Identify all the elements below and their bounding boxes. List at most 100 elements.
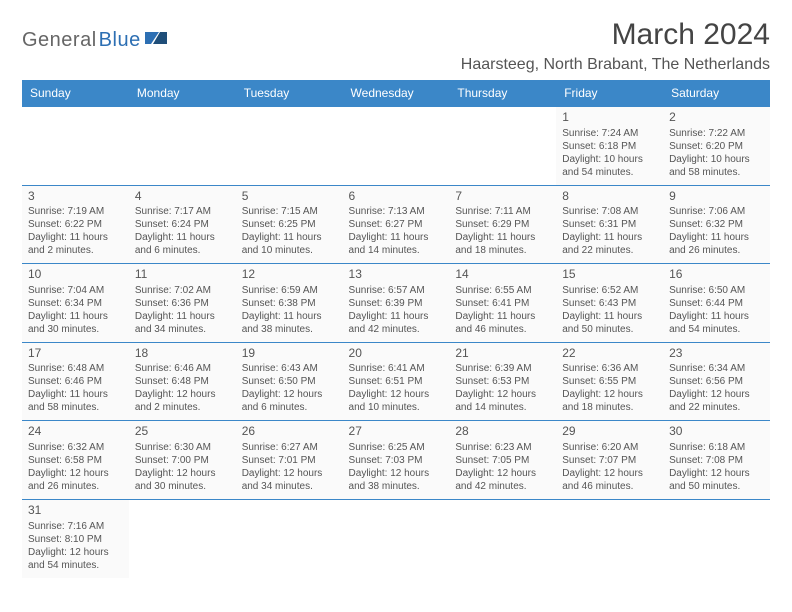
day-number: 1	[562, 110, 657, 126]
calendar-empty-cell	[236, 499, 343, 577]
day-info: Sunrise: 6:48 AMSunset: 6:46 PMDaylight:…	[28, 362, 123, 414]
weekday-header: Monday	[129, 80, 236, 107]
calendar-day-cell: 5Sunrise: 7:15 AMSunset: 6:25 PMDaylight…	[236, 185, 343, 264]
day-info: Sunrise: 6:18 AMSunset: 7:08 PMDaylight:…	[669, 441, 764, 493]
day-number: 8	[562, 189, 657, 205]
month-title: March 2024	[612, 18, 770, 52]
calendar-day-cell: 27Sunrise: 6:25 AMSunset: 7:03 PMDayligh…	[343, 421, 450, 500]
day-info: Sunrise: 6:34 AMSunset: 6:56 PMDaylight:…	[669, 362, 764, 414]
day-number: 31	[28, 503, 123, 519]
day-info: Sunrise: 6:32 AMSunset: 6:58 PMDaylight:…	[28, 441, 123, 493]
day-info: Sunrise: 6:27 AMSunset: 7:01 PMDaylight:…	[242, 441, 337, 493]
calendar-day-cell: 30Sunrise: 6:18 AMSunset: 7:08 PMDayligh…	[663, 421, 770, 500]
calendar-day-cell: 9Sunrise: 7:06 AMSunset: 6:32 PMDaylight…	[663, 185, 770, 264]
day-number: 30	[669, 424, 764, 440]
day-number: 10	[28, 267, 123, 283]
day-info: Sunrise: 6:25 AMSunset: 7:03 PMDaylight:…	[349, 441, 444, 493]
calendar-empty-cell	[129, 107, 236, 186]
calendar-day-cell: 12Sunrise: 6:59 AMSunset: 6:38 PMDayligh…	[236, 264, 343, 343]
day-number: 27	[349, 424, 444, 440]
weekday-header: Saturday	[663, 80, 770, 107]
calendar-week-row: 17Sunrise: 6:48 AMSunset: 6:46 PMDayligh…	[22, 342, 770, 421]
calendar-day-cell: 31Sunrise: 7:16 AMSunset: 8:10 PMDayligh…	[22, 499, 129, 577]
calendar-day-cell: 4Sunrise: 7:17 AMSunset: 6:24 PMDaylight…	[129, 185, 236, 264]
day-info: Sunrise: 6:57 AMSunset: 6:39 PMDaylight:…	[349, 284, 444, 336]
logo-text-general: General	[22, 29, 97, 52]
calendar-empty-cell	[236, 107, 343, 186]
day-info: Sunrise: 6:50 AMSunset: 6:44 PMDaylight:…	[669, 284, 764, 336]
calendar-empty-cell	[449, 499, 556, 577]
calendar-week-row: 24Sunrise: 6:32 AMSunset: 6:58 PMDayligh…	[22, 421, 770, 500]
day-number: 14	[455, 267, 550, 283]
calendar-day-cell: 29Sunrise: 6:20 AMSunset: 7:07 PMDayligh…	[556, 421, 663, 500]
calendar-day-cell: 15Sunrise: 6:52 AMSunset: 6:43 PMDayligh…	[556, 264, 663, 343]
day-info: Sunrise: 7:22 AMSunset: 6:20 PMDaylight:…	[669, 127, 764, 179]
day-info: Sunrise: 7:15 AMSunset: 6:25 PMDaylight:…	[242, 205, 337, 257]
calendar-day-cell: 19Sunrise: 6:43 AMSunset: 6:50 PMDayligh…	[236, 342, 343, 421]
logo-text-blue: Blue	[99, 29, 141, 52]
calendar-empty-cell	[22, 107, 129, 186]
calendar-day-cell: 3Sunrise: 7:19 AMSunset: 6:22 PMDaylight…	[22, 185, 129, 264]
day-number: 13	[349, 267, 444, 283]
calendar-day-cell: 10Sunrise: 7:04 AMSunset: 6:34 PMDayligh…	[22, 264, 129, 343]
day-info: Sunrise: 6:39 AMSunset: 6:53 PMDaylight:…	[455, 362, 550, 414]
calendar-week-row: 31Sunrise: 7:16 AMSunset: 8:10 PMDayligh…	[22, 499, 770, 577]
day-number: 5	[242, 189, 337, 205]
day-number: 9	[669, 189, 764, 205]
day-info: Sunrise: 7:24 AMSunset: 6:18 PMDaylight:…	[562, 127, 657, 179]
day-info: Sunrise: 6:23 AMSunset: 7:05 PMDaylight:…	[455, 441, 550, 493]
day-number: 18	[135, 346, 230, 362]
calendar-day-cell: 20Sunrise: 6:41 AMSunset: 6:51 PMDayligh…	[343, 342, 450, 421]
day-info: Sunrise: 6:52 AMSunset: 6:43 PMDaylight:…	[562, 284, 657, 336]
weekday-header: Thursday	[449, 80, 556, 107]
day-number: 6	[349, 189, 444, 205]
calendar-day-cell: 18Sunrise: 6:46 AMSunset: 6:48 PMDayligh…	[129, 342, 236, 421]
calendar-empty-cell	[343, 499, 450, 577]
calendar-empty-cell	[663, 499, 770, 577]
calendar-day-cell: 25Sunrise: 6:30 AMSunset: 7:00 PMDayligh…	[129, 421, 236, 500]
day-info: Sunrise: 7:16 AMSunset: 8:10 PMDaylight:…	[28, 520, 123, 572]
day-number: 24	[28, 424, 123, 440]
day-info: Sunrise: 6:59 AMSunset: 6:38 PMDaylight:…	[242, 284, 337, 336]
calendar-day-cell: 13Sunrise: 6:57 AMSunset: 6:39 PMDayligh…	[343, 264, 450, 343]
day-number: 4	[135, 189, 230, 205]
day-info: Sunrise: 6:55 AMSunset: 6:41 PMDaylight:…	[455, 284, 550, 336]
calendar-empty-cell	[556, 499, 663, 577]
calendar-body: 1Sunrise: 7:24 AMSunset: 6:18 PMDaylight…	[22, 107, 770, 578]
day-number: 16	[669, 267, 764, 283]
day-info: Sunrise: 7:02 AMSunset: 6:36 PMDaylight:…	[135, 284, 230, 336]
calendar-day-cell: 1Sunrise: 7:24 AMSunset: 6:18 PMDaylight…	[556, 107, 663, 186]
day-number: 11	[135, 267, 230, 283]
calendar-day-cell: 6Sunrise: 7:13 AMSunset: 6:27 PMDaylight…	[343, 185, 450, 264]
calendar-day-cell: 2Sunrise: 7:22 AMSunset: 6:20 PMDaylight…	[663, 107, 770, 186]
weekday-header: Tuesday	[236, 80, 343, 107]
weekday-header: Friday	[556, 80, 663, 107]
calendar-day-cell: 7Sunrise: 7:11 AMSunset: 6:29 PMDaylight…	[449, 185, 556, 264]
day-info: Sunrise: 7:04 AMSunset: 6:34 PMDaylight:…	[28, 284, 123, 336]
logo: GeneralBlue	[22, 29, 167, 52]
header: GeneralBlue March 2024	[22, 18, 770, 52]
day-info: Sunrise: 6:20 AMSunset: 7:07 PMDaylight:…	[562, 441, 657, 493]
calendar-day-cell: 24Sunrise: 6:32 AMSunset: 6:58 PMDayligh…	[22, 421, 129, 500]
calendar-table: SundayMondayTuesdayWednesdayThursdayFrid…	[22, 80, 770, 578]
day-info: Sunrise: 6:41 AMSunset: 6:51 PMDaylight:…	[349, 362, 444, 414]
day-number: 28	[455, 424, 550, 440]
day-number: 2	[669, 110, 764, 126]
day-info: Sunrise: 6:30 AMSunset: 7:00 PMDaylight:…	[135, 441, 230, 493]
calendar-day-cell: 22Sunrise: 6:36 AMSunset: 6:55 PMDayligh…	[556, 342, 663, 421]
calendar-day-cell: 16Sunrise: 6:50 AMSunset: 6:44 PMDayligh…	[663, 264, 770, 343]
day-number: 7	[455, 189, 550, 205]
day-number: 15	[562, 267, 657, 283]
day-number: 12	[242, 267, 337, 283]
calendar-day-cell: 23Sunrise: 6:34 AMSunset: 6:56 PMDayligh…	[663, 342, 770, 421]
day-info: Sunrise: 7:19 AMSunset: 6:22 PMDaylight:…	[28, 205, 123, 257]
calendar-week-row: 10Sunrise: 7:04 AMSunset: 6:34 PMDayligh…	[22, 264, 770, 343]
weekday-header: Wednesday	[343, 80, 450, 107]
calendar-day-cell: 14Sunrise: 6:55 AMSunset: 6:41 PMDayligh…	[449, 264, 556, 343]
day-info: Sunrise: 7:06 AMSunset: 6:32 PMDaylight:…	[669, 205, 764, 257]
calendar-day-cell: 17Sunrise: 6:48 AMSunset: 6:46 PMDayligh…	[22, 342, 129, 421]
location-text: Haarsteeg, North Brabant, The Netherland…	[22, 56, 770, 74]
day-number: 22	[562, 346, 657, 362]
calendar-week-row: 3Sunrise: 7:19 AMSunset: 6:22 PMDaylight…	[22, 185, 770, 264]
day-number: 19	[242, 346, 337, 362]
